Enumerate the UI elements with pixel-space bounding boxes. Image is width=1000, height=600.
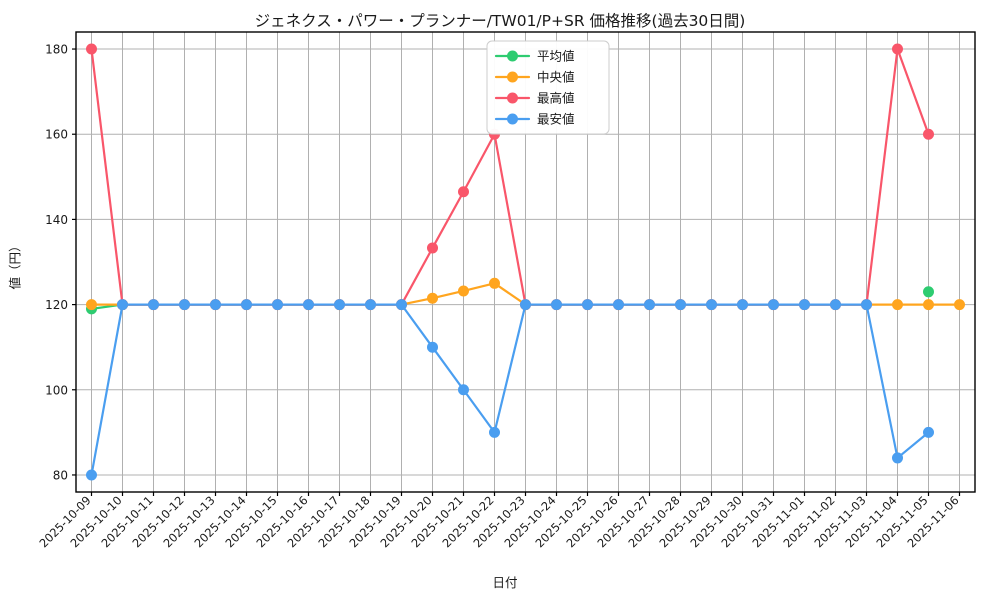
data-point: [644, 299, 655, 311]
series-4: [86, 299, 934, 481]
y-tick-label: 100: [45, 383, 68, 397]
legend-label: 最高値: [537, 91, 575, 106]
data-point: [365, 299, 376, 311]
data-point: [861, 299, 872, 311]
y-tick-label: 120: [45, 298, 68, 312]
data-point: [520, 299, 531, 311]
data-point: [706, 299, 717, 311]
data-point: [334, 299, 345, 311]
data-point: [923, 299, 934, 311]
data-point: [427, 242, 438, 254]
legend-label: 平均値: [537, 49, 575, 64]
data-point: [613, 299, 624, 311]
data-point: [768, 299, 779, 311]
y-axis-label: 値（円）: [7, 239, 23, 290]
data-point: [86, 469, 97, 481]
x-axis-label: 日付: [492, 575, 518, 590]
data-point: [799, 299, 810, 311]
legend-label: 最安値: [537, 112, 575, 127]
data-point: [210, 299, 221, 311]
data-point: [830, 299, 841, 311]
data-point: [489, 426, 500, 438]
data-point: [458, 285, 469, 297]
data-point: [675, 299, 686, 311]
data-point: [737, 299, 748, 311]
data-point: [86, 43, 97, 55]
chart-title: ジェネクス・パワー・プランナー/TW01/P+SR 価格推移(過去30日間): [254, 12, 746, 30]
data-point: [148, 299, 159, 311]
data-point: [86, 299, 97, 311]
data-point: [241, 299, 252, 311]
data-point: [923, 286, 934, 298]
data-point: [396, 299, 407, 311]
y-tick-label: 180: [45, 43, 68, 57]
legend-label: 中央値: [537, 70, 575, 85]
data-point: [892, 43, 903, 55]
y-tick-label: 140: [45, 213, 68, 227]
data-point: [303, 299, 314, 311]
data-point: [272, 299, 283, 311]
data-point: [179, 299, 190, 311]
y-tick-label: 80: [53, 468, 68, 482]
data-point: [458, 384, 469, 396]
data-point: [458, 186, 469, 198]
data-point: [489, 277, 500, 289]
data-point: [892, 299, 903, 311]
data-point: [954, 299, 965, 311]
data-point: [427, 341, 438, 353]
y-tick-label: 160: [45, 128, 68, 142]
data-point: [551, 299, 562, 311]
data-point: [427, 292, 438, 304]
data-point: [892, 452, 903, 464]
data-point: [582, 299, 593, 311]
data-point: [117, 299, 128, 311]
data-point: [923, 426, 934, 438]
data-point: [923, 128, 934, 140]
